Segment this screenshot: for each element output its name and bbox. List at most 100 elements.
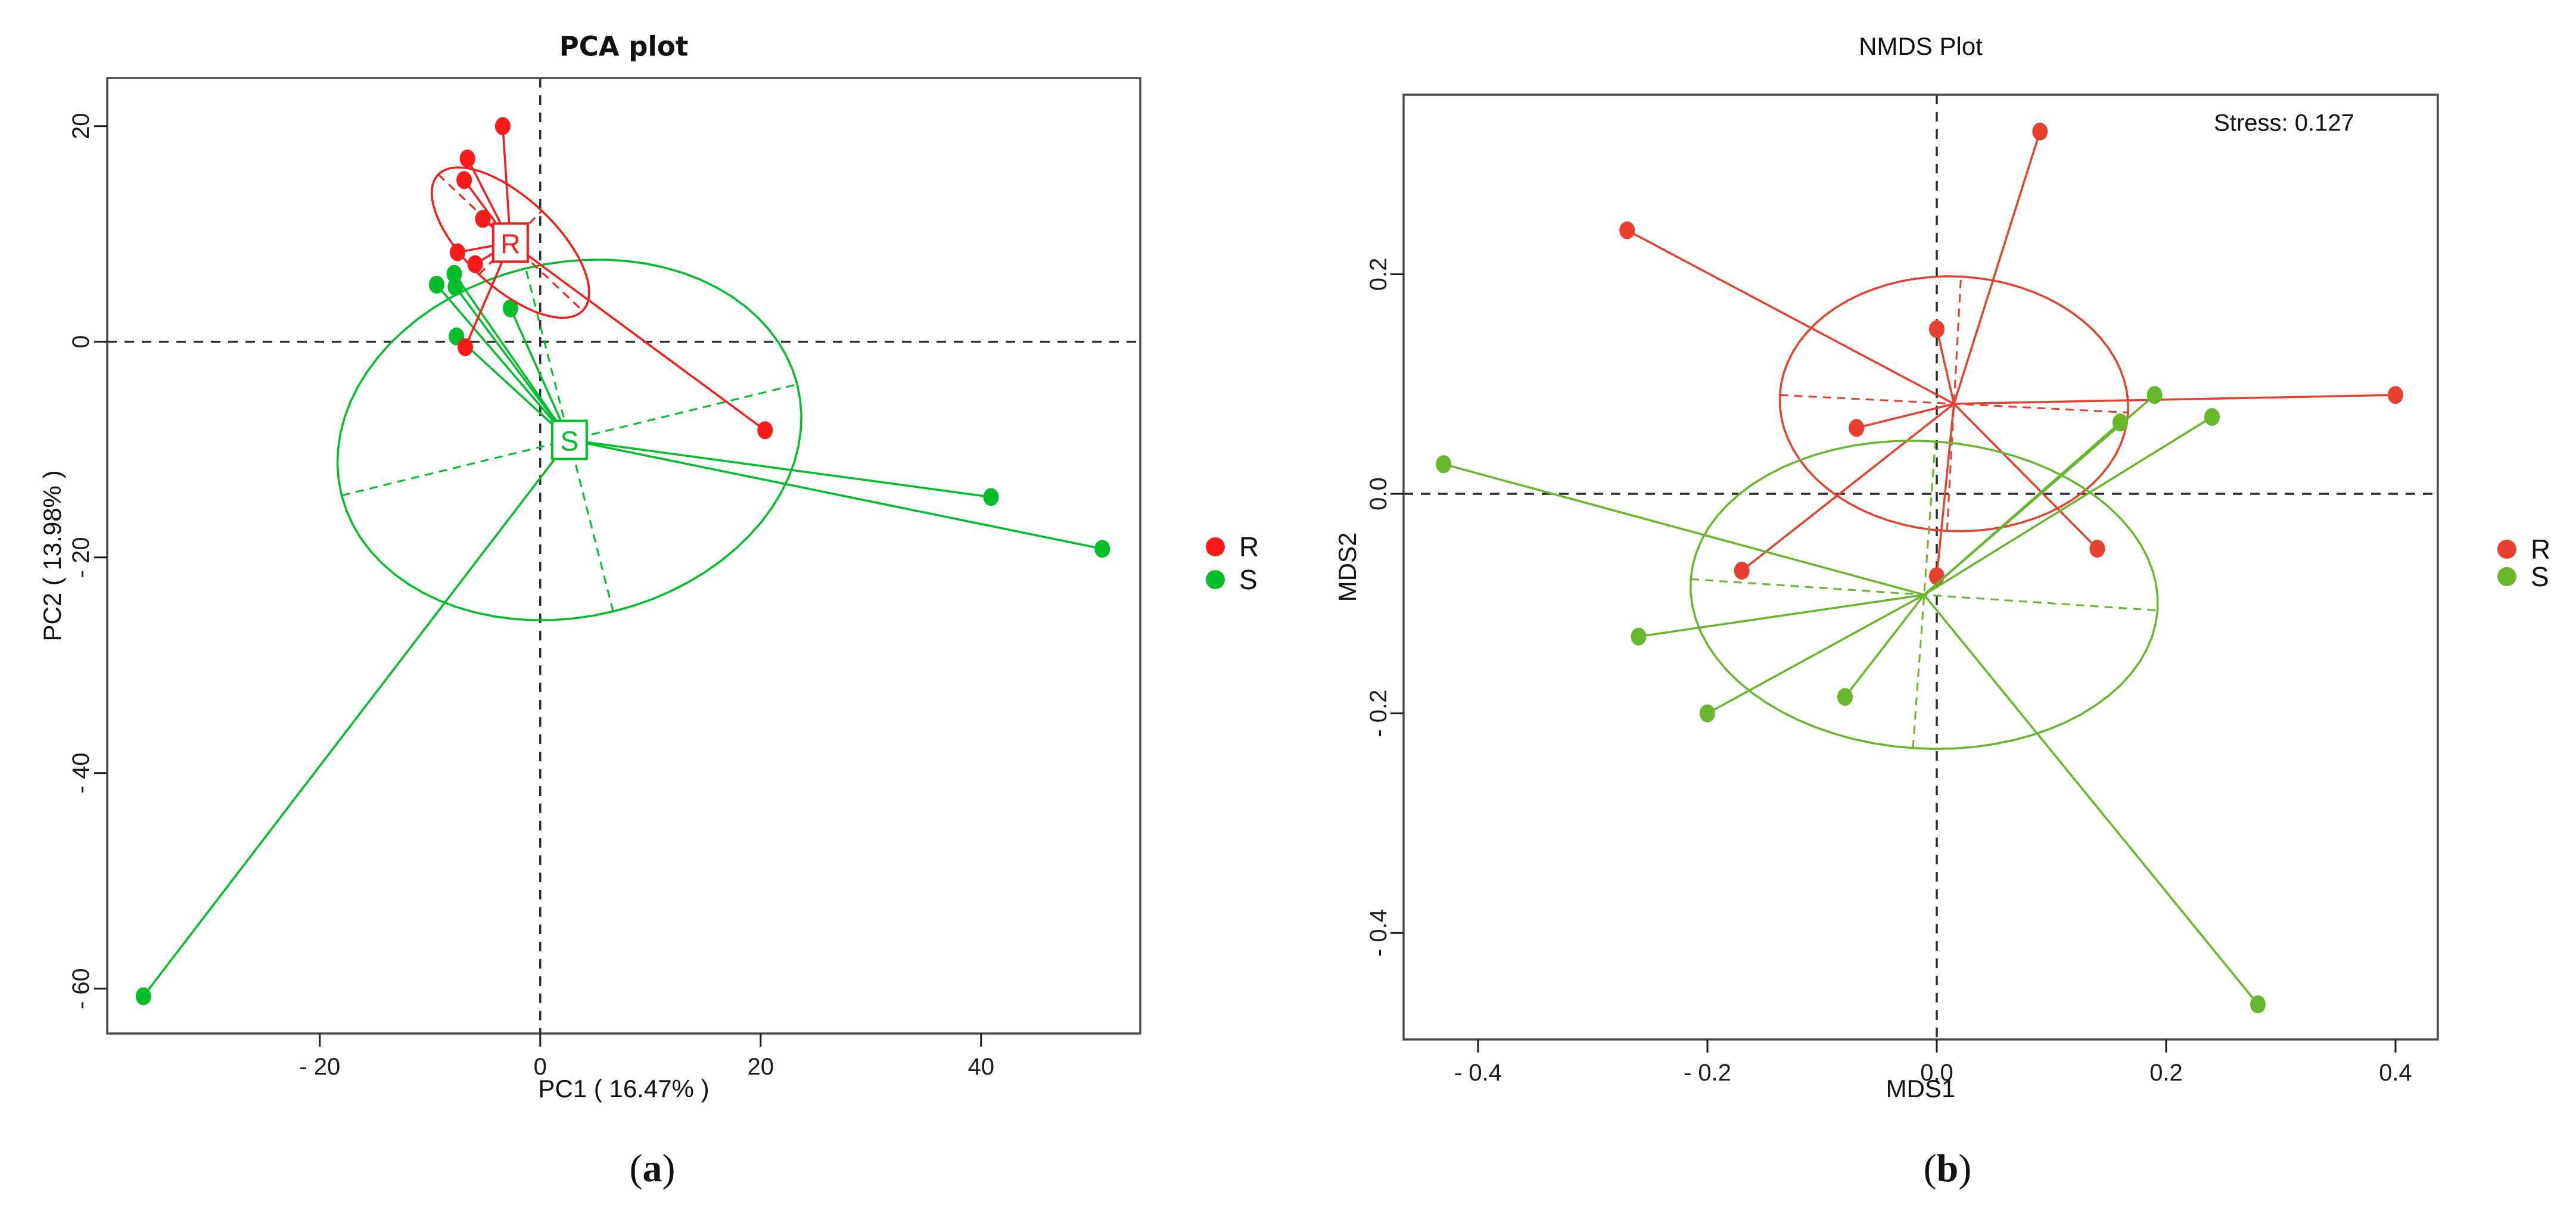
nmds-R-point-3 bbox=[2388, 386, 2403, 404]
nmds-R-spoke-6 bbox=[1936, 403, 1955, 577]
pca-x-tick-label-3: 40 bbox=[968, 1054, 995, 1080]
pca-R-spoke-7 bbox=[509, 241, 766, 431]
pca-y-tick-label-0: 20 bbox=[68, 113, 94, 140]
nmds-legend-dot-R bbox=[2497, 540, 2516, 559]
pca-panel-border bbox=[106, 77, 1141, 1035]
pca-S-centroid-label: S bbox=[560, 426, 578, 457]
pca-legend-dot-R bbox=[1206, 537, 1225, 556]
pca-y-tick-label-3: - 40 bbox=[68, 752, 94, 793]
nmds-S-point-4 bbox=[1631, 627, 1647, 646]
nmds-panel-border bbox=[1402, 94, 2439, 1041]
nmds-S-spoke-3 bbox=[1923, 421, 2121, 596]
nmds-S-spoke-7 bbox=[1923, 594, 2259, 1005]
nmds-S-point-2 bbox=[2204, 407, 2220, 426]
pca-S-point-3 bbox=[502, 299, 518, 317]
nmds-R-spoke-0 bbox=[1953, 131, 2041, 404]
nmds-x-tick-label-2: 0.0 bbox=[1920, 1060, 1953, 1086]
nmds-x-tick-label-1: - 0.2 bbox=[1684, 1060, 1731, 1086]
nmds-y-tick-label-2: - 0.2 bbox=[1365, 690, 1392, 737]
caption-b: (b) bbox=[1923, 1147, 1972, 1190]
pca-S-spoke-6 bbox=[569, 438, 1103, 550]
pca-legend-item-R: R bbox=[1206, 531, 1259, 563]
pca-x-axis-label: PC1 ( 16.47% ) bbox=[538, 1075, 710, 1103]
pca-S-point-7 bbox=[135, 987, 151, 1005]
pca-S-spoke-1 bbox=[453, 273, 571, 441]
pca-x-tick-label-2: 20 bbox=[748, 1054, 774, 1080]
nmds-S-point-3 bbox=[2113, 413, 2128, 432]
pca-R-point-1 bbox=[459, 150, 475, 168]
nmds-legend-item-R: R bbox=[2497, 533, 2550, 565]
nmds-S-spoke-5 bbox=[1844, 594, 1925, 698]
pca-y-tick-label-2: - 20 bbox=[68, 537, 94, 578]
pca-S-point-1 bbox=[446, 264, 462, 283]
nmds-S-point-0 bbox=[1436, 455, 1452, 474]
nmds-y-axis-label: MDS2 bbox=[1333, 532, 1361, 602]
nmds-R-spoke-7 bbox=[1741, 403, 1955, 572]
pca-R-point-5 bbox=[467, 255, 483, 273]
nmds-title: NMDS Plot bbox=[1859, 32, 1983, 60]
pca-y-axis-label: PC2 ( 13.98% ) bbox=[38, 470, 66, 642]
nmds-plot-area bbox=[1436, 122, 2403, 1013]
nmds-y-tick-label-1: 0.0 bbox=[1365, 477, 1392, 510]
pca-R-point-7 bbox=[757, 421, 773, 440]
pca-R-point-2 bbox=[456, 171, 472, 189]
pca-R-point-4 bbox=[450, 243, 466, 261]
pca-title: PCA plot bbox=[559, 30, 689, 63]
nmds-S-spoke-2 bbox=[1923, 416, 2213, 596]
pca-S-point-0 bbox=[428, 275, 444, 294]
nmds-R-spoke-2 bbox=[1936, 329, 1955, 404]
pca-x-tick-label-0: - 20 bbox=[299, 1054, 340, 1080]
pca-R-ellipse bbox=[431, 166, 590, 319]
pca-S-spoke-0 bbox=[435, 284, 571, 441]
pca-legend-label-R: R bbox=[1239, 531, 1259, 562]
nmds-R-point-4 bbox=[1849, 419, 1865, 437]
pca-R-centroid-box bbox=[491, 222, 529, 263]
pca-R-ellipse-axis-0 bbox=[437, 173, 583, 312]
nmds-x-axis-label: MDS1 bbox=[1886, 1075, 1956, 1103]
nmds-legend-label-R: R bbox=[2531, 534, 2551, 565]
nmds-R-point-5 bbox=[2089, 540, 2105, 558]
nmds-y-tick-label-0: 0.2 bbox=[1365, 258, 1392, 291]
pca-plot-area: SR bbox=[135, 117, 1110, 1005]
pca-legend-label-S: S bbox=[1239, 564, 1258, 595]
caption-a: (a) bbox=[629, 1147, 676, 1190]
nmds-S-spoke-0 bbox=[1443, 463, 1925, 596]
nmds-R-spoke-1 bbox=[1626, 229, 1955, 405]
nmds-x-tick-label-3: 0.2 bbox=[2149, 1060, 2183, 1086]
nmds-S-point-7 bbox=[2250, 995, 2266, 1013]
nmds-S-point-5 bbox=[1837, 687, 1853, 706]
pca-y-tick-label-4: - 60 bbox=[68, 968, 94, 1009]
pca-S-spoke-7 bbox=[142, 439, 571, 997]
pca-R-point-6 bbox=[458, 338, 473, 356]
pca-S-spoke-5 bbox=[569, 438, 991, 499]
nmds-S-point-1 bbox=[2146, 386, 2163, 404]
nmds-y-tick-label-3: - 0.4 bbox=[1365, 909, 1392, 957]
nmds-R-spoke-3 bbox=[1953, 394, 2396, 405]
nmds-S-spoke-4 bbox=[1638, 593, 1925, 638]
pca-x-tick-label-1: 0 bbox=[534, 1054, 547, 1080]
nmds-R-point-1 bbox=[1619, 221, 1635, 239]
nmds-legend-dot-S bbox=[2497, 567, 2516, 586]
nmds-R-point-2 bbox=[1929, 320, 1945, 338]
nmds-x-tick-label-0: - 0.4 bbox=[1454, 1060, 1502, 1086]
nmds-legend-item-S: S bbox=[2497, 561, 2549, 593]
nmds-R-point-0 bbox=[2032, 122, 2048, 141]
pca-legend-dot-S bbox=[1206, 570, 1225, 589]
pca-S-point-5 bbox=[983, 488, 999, 506]
stress-annotation: Stress: 0.127 bbox=[2214, 110, 2354, 136]
pca-R-point-3 bbox=[475, 210, 491, 228]
nmds-R-spoke-4 bbox=[1856, 403, 1955, 429]
pca-y-tick-label-1: 0 bbox=[68, 335, 94, 348]
pca-S-spoke-2 bbox=[454, 286, 571, 441]
nmds-legend-label-S: S bbox=[2531, 561, 2549, 592]
pca-S-spoke-3 bbox=[509, 307, 571, 441]
pca-R-centroid-label: R bbox=[500, 228, 520, 259]
pca-R-point-0 bbox=[494, 117, 511, 135]
pca-S-centroid-box bbox=[550, 419, 588, 460]
nmds-R-point-7 bbox=[1734, 562, 1750, 580]
nmds-x-tick-label-4: 0.4 bbox=[2379, 1060, 2412, 1086]
pca-S-point-6 bbox=[1094, 540, 1110, 558]
nmds-S-point-6 bbox=[1700, 704, 1715, 723]
